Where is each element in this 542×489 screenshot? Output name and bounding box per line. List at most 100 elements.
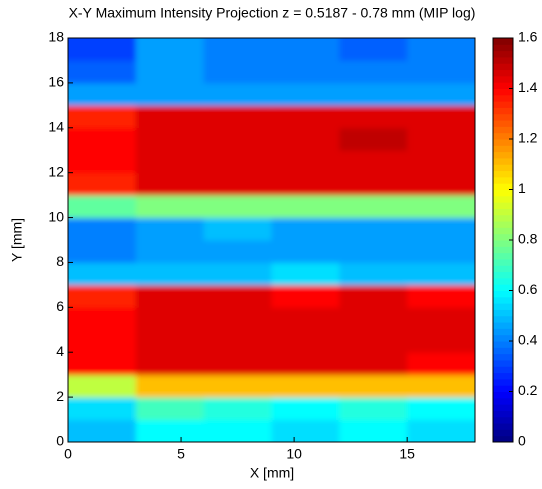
y-tick-label: 6 [56,298,64,314]
heatmap-cell [135,240,205,263]
colorbar-segment [493,202,513,209]
colorbar-tick-label: 1.2 [518,130,538,146]
heatmap-cell [203,217,272,241]
heatmap-cell [339,105,408,129]
colorbar-segment [493,88,513,96]
heatmap-cell [135,60,205,84]
heatmap-cell [271,284,340,308]
heatmap-cell [68,195,137,219]
heatmap-cell [271,195,340,219]
x-axis-label: X [mm] [250,465,294,481]
colorbar-segment [493,429,513,437]
heatmap-cell [271,82,340,106]
heatmap-cell [407,329,475,353]
colorbar-segment [493,284,513,291]
colorbar-segment [493,271,513,279]
heatmap-cell [407,374,475,398]
colorbar-segment [493,101,513,108]
heatmap-cell [135,374,205,398]
colorbar-segment [493,240,513,247]
heatmap-cell [203,127,272,151]
x-tick-label: 10 [286,446,302,462]
colorbar-segment [493,120,513,127]
heatmap-cell [203,60,272,84]
colorbar-tick-label: 1.6 [518,29,538,45]
heatmap-cell [407,397,475,421]
heatmap-cell [203,329,272,353]
colorbar-segment [493,404,513,411]
colorbar-segment [493,341,513,348]
colorbar-segment [493,410,513,418]
heatmap-cell [271,60,340,84]
colorbar-segment [493,372,513,380]
colorbar-tick-label: 0 [518,433,526,449]
colorbar-segment [493,94,513,102]
heatmap-cell [135,329,205,353]
heatmap-cell [68,262,137,286]
heatmap-cell [135,105,205,129]
heatmap-cell [407,38,475,61]
colorbar-segment [493,347,513,355]
colorbar-segment [493,423,513,430]
heatmap-cell [271,150,340,174]
heatmap-cell [339,195,408,219]
heatmap-cell [68,419,137,442]
colorbar-segment [493,126,513,134]
y-tick-label: 12 [48,163,64,179]
heatmap-cell [68,172,137,196]
colorbar-segment [493,366,513,374]
heatmap-cell [135,195,205,219]
heatmap-cell [68,397,137,421]
heatmap-cell [135,307,205,331]
x-tick-label: 15 [399,446,415,462]
colorbar-segment [493,189,513,197]
chart-title: X-Y Maximum Intensity Projection z = 0.5… [69,5,476,21]
colorbar-segment [493,391,513,399]
colorbar-tick-label: 1.4 [518,79,538,95]
heatmap-cell [271,374,340,398]
heatmap-cell [203,262,272,286]
heatmap-cell [407,352,475,376]
heatmap-cell [407,105,475,129]
heatmap-cell [407,240,475,263]
heatmap-cell [203,397,272,421]
heatmap-cell [339,60,408,84]
colorbar-segment [493,145,513,153]
colorbar-segment [493,44,513,52]
heatmap-cell [407,82,475,106]
heatmap-cell [135,150,205,174]
heatmap-cell [135,284,205,308]
heatmap-cell [339,284,408,308]
heatmap-cell [135,172,205,196]
heatmap-cell [68,352,137,376]
heatmap-cell [407,284,475,308]
y-tick-label: 10 [48,208,64,224]
y-tick-label: 16 [48,74,64,90]
heatmap-cell [407,127,475,151]
colorbar-segment [493,303,513,310]
y-tick-label: 4 [56,343,64,359]
colorbar-segment [493,252,513,260]
heatmap-cell [68,284,137,308]
heatmap-cell [203,38,272,61]
heatmap-cell [135,352,205,376]
heatmap-cell [339,262,408,286]
colorbar-tick-label: 0.8 [518,231,538,247]
colorbar-segment [493,221,513,228]
heatmap-cell [407,307,475,331]
heatmap-cell [271,240,340,263]
colorbar-segment [493,56,513,64]
y-tick-label: 18 [48,29,64,45]
colorbar-segment [493,82,513,89]
colorbar-tick-label: 1 [518,180,526,196]
heatmap-cell [339,352,408,376]
colorbar-segment [493,322,513,329]
heatmap-cell [135,82,205,106]
heatmap-cell [203,374,272,398]
heatmap-cell [135,38,205,61]
heatmap-cell [271,105,340,129]
heatmap-cell [271,397,340,421]
heatmap-cell [68,38,137,61]
heatmap-cell [339,419,408,442]
colorbar-segment [493,334,513,342]
